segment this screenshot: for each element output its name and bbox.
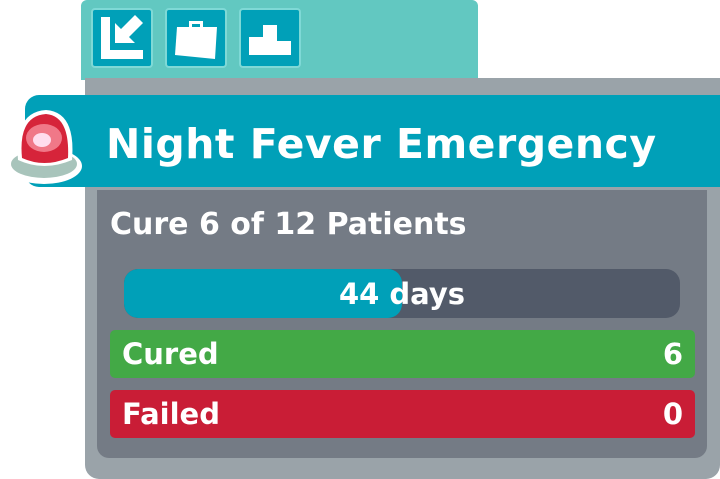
cured-row: Cured 6	[110, 330, 695, 378]
podium-icon	[249, 25, 291, 55]
exit-arrow-icon	[101, 15, 143, 59]
timer-label: 44 days	[338, 277, 466, 311]
timer-progress-bar: 44 days	[124, 269, 680, 318]
failed-label: Failed	[122, 397, 220, 431]
tab-bar	[81, 0, 478, 80]
title-banner	[25, 95, 720, 187]
cured-count: 6	[662, 337, 683, 371]
failed-row: Failed 0	[110, 390, 695, 438]
timer-progress-fill	[124, 269, 402, 318]
siren-icon	[6, 110, 82, 184]
briefcase-icon	[175, 21, 217, 59]
tab-briefcase[interactable]	[165, 8, 227, 68]
page-title: Night Fever Emergency	[106, 120, 657, 168]
tab-exit[interactable]	[91, 8, 153, 68]
failed-count: 0	[662, 397, 683, 431]
tab-podium[interactable]	[239, 8, 301, 68]
cured-label: Cured	[122, 337, 219, 371]
goal-text: Cure 6 of 12 Patients	[110, 207, 467, 242]
